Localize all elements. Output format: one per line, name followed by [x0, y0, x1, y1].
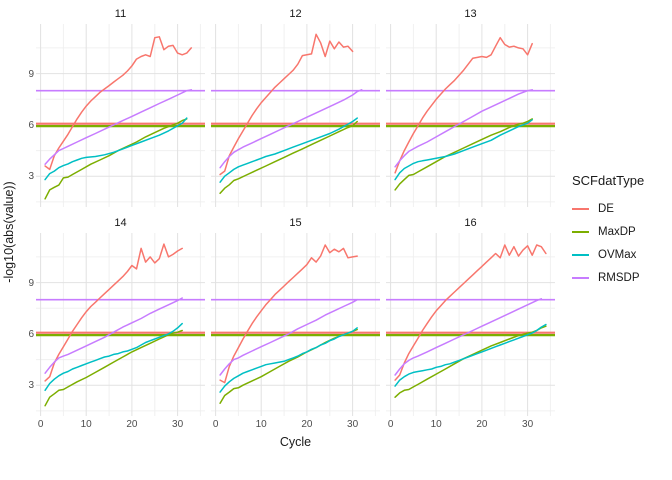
x-tick-label: 10	[430, 419, 442, 430]
facet-strip-14: 14	[114, 217, 127, 229]
plot-area: 11 12 13 3 6 9 14 15 16 3 6 9	[20, 6, 560, 449]
legend-line-swatch	[572, 254, 589, 256]
x-tick-label: 30	[522, 419, 534, 430]
legend-line-swatch	[572, 208, 589, 210]
facet-strip-row-bottom: 14 15 16	[36, 215, 560, 233]
legend: SCFdatType DE MaxDP OVMax RMSDP	[572, 0, 672, 480]
legend-item-rmsdp: RMSDP	[572, 267, 672, 290]
facet-panel-11	[36, 24, 205, 207]
y-tick-label: 3	[28, 171, 34, 183]
legend-items: DE MaxDP OVMax RMSDP	[572, 198, 672, 290]
legend-item-de: DE	[572, 198, 672, 221]
x-tick-label: 10	[80, 419, 92, 430]
facet-panel-15	[211, 233, 380, 416]
x-tick-label: 20	[126, 419, 138, 430]
x-ticks-panel-15: 0 10 20 30	[211, 416, 380, 431]
x-ticks-panel-16: 0 10 20 30	[386, 416, 555, 431]
legend-title: SCFdatType	[572, 172, 645, 188]
legend-line-swatch	[572, 277, 589, 279]
facet-strip-row-top: 11 12 13	[36, 6, 560, 24]
facet-plot-12	[211, 24, 380, 207]
x-tick-label: 0	[37, 419, 44, 430]
facet-plot-16	[386, 233, 555, 416]
x-tick-label: 20	[476, 419, 488, 430]
legend-label: DE	[598, 203, 614, 215]
x-tick-label: 0	[387, 419, 394, 430]
y-axis-ticks-row-top: 3 6 9	[20, 24, 36, 207]
y-tick-label: 6	[28, 119, 34, 131]
facet-plot-11	[36, 24, 205, 207]
legend-line-swatch	[572, 231, 589, 233]
facet-panel-14	[36, 233, 205, 416]
legend-label: OVMax	[598, 249, 637, 261]
x-tick-label: 30	[347, 419, 359, 430]
x-tick-label: 10	[255, 419, 267, 430]
facet-row-bottom: 3 6 9	[20, 233, 560, 416]
facet-panel-13	[386, 24, 555, 207]
legend-label: RMSDP	[598, 272, 640, 284]
x-axis-ticks-row: 0 10 20 30 0 10 20 30 0 10 20 30	[36, 416, 560, 431]
legend-item-maxdp: MaxDP	[572, 221, 672, 244]
x-tick-label: 30	[172, 419, 184, 430]
facet-strip-15: 15	[289, 217, 302, 229]
facet-row-top: 3 6 9	[20, 24, 560, 207]
facet-strip-13: 13	[464, 8, 477, 20]
facet-plot-13	[386, 24, 555, 207]
facet-plot-15	[211, 233, 380, 416]
y-tick-label: 9	[28, 68, 34, 80]
x-tick-label: 0	[212, 419, 219, 430]
legend-item-ovmax: OVMax	[572, 244, 672, 267]
facet-strip-11: 11	[114, 8, 127, 20]
y-axis-ticks-row-bottom: 3 6 9	[20, 233, 36, 416]
x-tick-label: 20	[301, 419, 313, 430]
facet-strip-12: 12	[289, 8, 302, 20]
x-axis-title: Cycle	[279, 435, 312, 449]
facet-panel-12	[211, 24, 380, 207]
y-tick-label: 6	[28, 328, 34, 340]
legend-label: MaxDP	[598, 226, 636, 238]
facet-strip-16: 16	[464, 217, 477, 229]
x-ticks-panel-14: 0 10 20 30	[36, 416, 205, 431]
y-tick-label: 3	[28, 380, 34, 392]
facet-plot-14	[36, 233, 205, 416]
facet-panel-16	[386, 233, 555, 416]
y-tick-label: 9	[28, 277, 34, 289]
